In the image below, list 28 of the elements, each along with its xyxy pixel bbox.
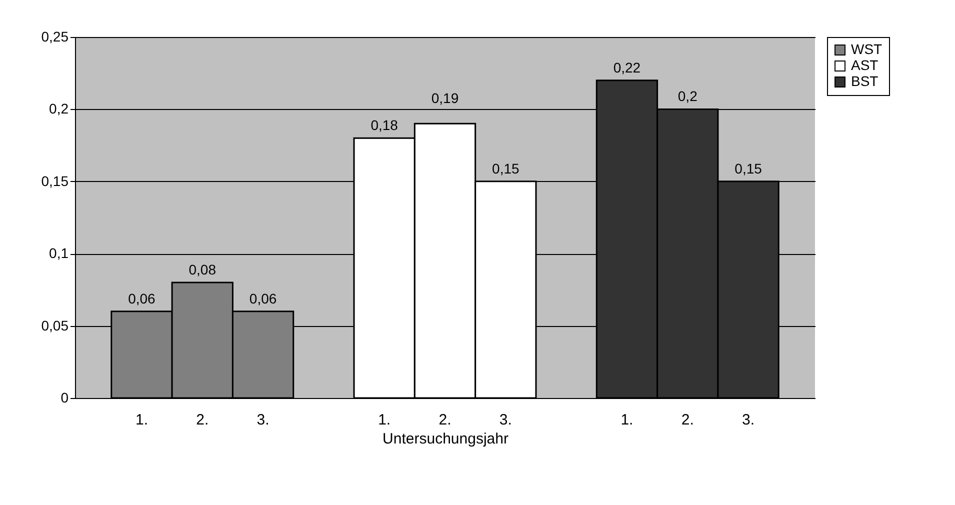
x-tick-label: 2. bbox=[438, 412, 452, 428]
y-tick-label: 0,1 bbox=[49, 245, 69, 262]
x-tick-label: 1. bbox=[135, 412, 148, 428]
y-tick-label: 0,15 bbox=[41, 172, 69, 189]
x-axis-title: Untersuchungsjahr bbox=[382, 430, 508, 448]
x-tick-label: 1. bbox=[378, 412, 391, 428]
y-tick-label: 0 bbox=[60, 390, 69, 406]
legend-label: WST bbox=[851, 41, 883, 57]
data-label: 0,18 bbox=[370, 117, 398, 134]
y-tick-label: 0,2 bbox=[49, 100, 69, 117]
data-label: 0,2 bbox=[678, 88, 698, 104]
x-tick-label: 3. bbox=[256, 412, 270, 428]
legend-label: BST bbox=[851, 73, 879, 89]
data-label: 0,19 bbox=[431, 90, 459, 106]
data-label: 0,08 bbox=[188, 261, 216, 278]
legend-label: AST bbox=[851, 57, 879, 73]
x-tick-label: 3. bbox=[742, 412, 755, 428]
x-tick-label: 3. bbox=[499, 412, 512, 428]
y-tick-label: 0,05 bbox=[41, 317, 69, 334]
data-label: 0,06 bbox=[249, 290, 277, 306]
x-tick-label: 1. bbox=[620, 412, 634, 428]
data-label: 0,06 bbox=[128, 290, 156, 306]
data-label: 0,15 bbox=[492, 160, 520, 176]
x-tick-label: 2. bbox=[196, 412, 209, 428]
data-label: 0,22 bbox=[613, 59, 641, 76]
x-tick-label: 2. bbox=[681, 412, 694, 428]
data-label: 0,15 bbox=[734, 160, 762, 176]
y-tick-label: 0,25 bbox=[41, 28, 69, 44]
